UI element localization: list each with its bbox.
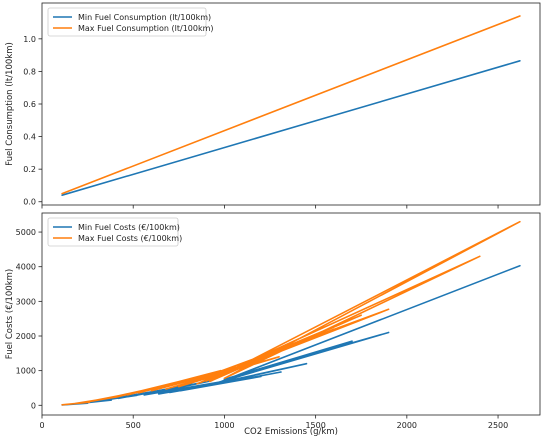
y-tick-label: 4000 bbox=[16, 263, 36, 272]
y-axis-label-fuel-consumption: Fuel Consumption (lt/100km) bbox=[5, 42, 15, 166]
y-tick-label: 2000 bbox=[16, 332, 36, 341]
legend-label-max: Max Fuel Costs (€/100km) bbox=[78, 234, 182, 243]
x-axis-label-fuel-costs: CO2 Emissions (g/km) bbox=[244, 427, 338, 437]
y-tick-label: 0.2 bbox=[23, 165, 36, 174]
plot-area-fuel-costs bbox=[61, 220, 521, 406]
fuel-consumption-panel: 0.0 0.2 0.4 0.6 0.8 1.0 Fuel Consumption (lt/… bbox=[5, 2, 541, 209]
y-tick-label: 0.8 bbox=[23, 67, 36, 76]
x-tick-label: 0 bbox=[39, 421, 44, 430]
y-tick-label: 0.4 bbox=[23, 133, 36, 142]
y-axis-label-fuel-costs: Fuel Costs (€/100km) bbox=[5, 269, 15, 359]
plot-area-fuel-consumption bbox=[61, 15, 521, 196]
legend-frame bbox=[47, 217, 179, 247]
y-tick-label: 0.6 bbox=[23, 100, 36, 109]
series-line-min bbox=[61, 264, 521, 406]
legend-fuel-costs: Min Fuel Costs (€/100km) Max Fuel Costs … bbox=[47, 217, 182, 247]
x-tick-label: 1000 bbox=[214, 421, 234, 430]
legend-frame bbox=[47, 7, 207, 37]
x-tick-label: 1500 bbox=[305, 421, 325, 430]
series-line-max bbox=[61, 220, 521, 406]
y-tick-label: 3000 bbox=[16, 297, 36, 306]
axes-frame-fuel-costs bbox=[41, 212, 541, 416]
y-tick-label: 0.0 bbox=[23, 198, 36, 207]
y-axis-ticks-fuel-consumption: 0.0 0.2 0.4 0.6 0.8 1.0 bbox=[23, 35, 42, 207]
y-axis-ticks-fuel-costs: 0 1000 2000 3000 4000 5000 bbox=[16, 228, 42, 410]
x-axis-ticks-fuel-costs: 0 500 1000 1500 2000 2500 bbox=[39, 415, 508, 430]
y-tick-label: 1000 bbox=[16, 367, 36, 376]
y-tick-label: 5000 bbox=[16, 228, 36, 237]
series-line-max bbox=[61, 15, 521, 195]
x-tick-label: 500 bbox=[126, 421, 141, 430]
x-axis-ticks-fuel-consumption bbox=[41, 205, 499, 209]
series-line-min bbox=[61, 59, 521, 196]
legend-label-min: Min Fuel Consumption (lt/100km) bbox=[78, 13, 211, 22]
x-tick-label: 2500 bbox=[488, 421, 508, 430]
y-tick-label: 0 bbox=[31, 401, 36, 410]
legend-label-max: Max Fuel Consumption (lt/100km) bbox=[78, 24, 214, 33]
x-tick-label: 2000 bbox=[397, 421, 417, 430]
legend-label-min: Min Fuel Costs (€/100km) bbox=[78, 223, 180, 232]
legend-fuel-consumption: Min Fuel Consumption (lt/100km) Max Fuel… bbox=[47, 7, 214, 37]
fuel-costs-panel: 0 1000 2000 3000 4000 5000 0 500 1000 1500 2000 25… bbox=[5, 212, 541, 437]
y-tick-label: 1.0 bbox=[23, 35, 36, 44]
